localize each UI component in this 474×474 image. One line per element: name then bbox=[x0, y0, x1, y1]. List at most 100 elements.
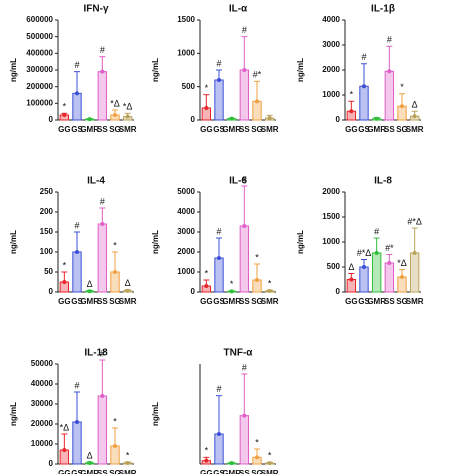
y-tick-label: 100000 bbox=[26, 98, 53, 107]
mean-dot bbox=[100, 222, 105, 226]
mean-dot bbox=[229, 116, 234, 121]
mean-dot bbox=[62, 280, 67, 284]
mean-dot bbox=[87, 117, 92, 122]
x-tick-label: GS bbox=[358, 297, 370, 306]
x-tick-label: SG bbox=[109, 469, 121, 474]
x-tick-label: GG bbox=[58, 297, 70, 306]
x-tick-label: GG bbox=[200, 297, 212, 306]
mean-dot bbox=[62, 448, 67, 452]
significance-mark: * bbox=[126, 450, 130, 460]
mean-dot bbox=[75, 91, 79, 96]
bar bbox=[214, 433, 224, 465]
y-tick-label: 300000 bbox=[26, 65, 53, 74]
x-tick-label: GS bbox=[213, 297, 225, 306]
x-tick-label: GG bbox=[200, 125, 212, 134]
x-tick-label: SMR bbox=[119, 297, 137, 306]
significance-mark: * bbox=[113, 416, 117, 426]
x-tick-label: SS bbox=[384, 297, 395, 306]
significance-mark: #* bbox=[253, 70, 262, 80]
bar bbox=[59, 449, 70, 465]
y-tick-label: 3000 bbox=[177, 227, 195, 236]
panel-title: IL-8 bbox=[374, 176, 392, 187]
bar bbox=[252, 100, 262, 121]
x-tick-label: GMR bbox=[80, 469, 99, 474]
y-tick-label: 0 bbox=[336, 115, 341, 124]
x-tick-label: SMR bbox=[119, 125, 137, 134]
significance-mark: # bbox=[216, 58, 221, 68]
y-tick-label: 0 bbox=[49, 459, 54, 468]
y-tick-label: 50 bbox=[44, 267, 53, 276]
panel-title: IL-α bbox=[229, 4, 248, 15]
significance-mark: # bbox=[374, 226, 379, 236]
significance-mark: * bbox=[63, 260, 67, 270]
mean-dot bbox=[255, 455, 259, 460]
bar bbox=[384, 262, 395, 293]
significance-mark: # bbox=[216, 226, 221, 236]
x-tick-label: GG bbox=[345, 125, 357, 134]
panel-title: IL-4 bbox=[87, 176, 105, 187]
x-tick-label: GMR bbox=[80, 297, 99, 306]
significance-mark: # bbox=[100, 45, 105, 55]
significance-mark: * bbox=[400, 82, 404, 92]
mean-dot bbox=[217, 78, 221, 82]
significance-mark: * bbox=[113, 240, 117, 250]
bar bbox=[409, 252, 420, 293]
bar bbox=[110, 445, 120, 465]
significance-mark: # bbox=[74, 60, 79, 70]
bar bbox=[359, 266, 369, 293]
mean-dot bbox=[217, 256, 221, 260]
y-axis-label: ng/mL bbox=[296, 58, 305, 82]
x-tick-label: GG bbox=[345, 297, 357, 306]
x-tick-label: SG bbox=[251, 469, 263, 474]
significance-mark: Δ bbox=[87, 279, 93, 289]
y-tick-label: 150 bbox=[40, 227, 54, 236]
x-tick-label: SG bbox=[251, 125, 263, 134]
x-tick-label: SMR bbox=[406, 125, 424, 134]
significance-mark: *Δ bbox=[123, 102, 133, 112]
x-tick-label: GMR bbox=[222, 297, 241, 306]
mean-dot bbox=[87, 289, 92, 294]
panel-title: IL-18 bbox=[84, 348, 108, 359]
panel-title: IFN-γ bbox=[84, 4, 109, 15]
y-tick-label: 2000 bbox=[322, 187, 340, 196]
significance-mark: # bbox=[100, 348, 105, 358]
mean-dot bbox=[412, 114, 417, 119]
x-tick-label: GG bbox=[58, 469, 70, 474]
x-tick-label: GMR bbox=[80, 125, 99, 134]
bar bbox=[239, 415, 250, 465]
y-tick-label: 40000 bbox=[31, 379, 54, 388]
mean-dot bbox=[374, 251, 379, 255]
y-tick-label: 400000 bbox=[26, 48, 53, 57]
x-tick-label: GG bbox=[200, 469, 212, 474]
y-tick-label: 0 bbox=[191, 115, 196, 124]
mean-dot bbox=[362, 84, 366, 89]
bar bbox=[110, 271, 120, 293]
y-tick-label: 200 bbox=[40, 207, 54, 216]
mean-dot bbox=[362, 265, 366, 269]
significance-mark: * bbox=[268, 451, 272, 461]
mean-dot bbox=[217, 432, 221, 436]
y-axis-label: ng/mL bbox=[296, 230, 305, 254]
x-tick-label: GMR bbox=[222, 469, 241, 474]
bar bbox=[214, 257, 224, 293]
y-tick-label: 5000 bbox=[177, 187, 195, 196]
y-tick-label: 0 bbox=[336, 287, 341, 296]
x-tick-label: GS bbox=[358, 125, 370, 134]
y-tick-label: 0 bbox=[49, 115, 54, 124]
mean-dot bbox=[242, 413, 247, 418]
significance-mark: # bbox=[387, 35, 392, 45]
bar bbox=[239, 225, 250, 293]
significance-mark: #*Δ bbox=[357, 248, 372, 258]
x-tick-label: SG bbox=[109, 297, 121, 306]
mean-dot bbox=[255, 278, 259, 282]
x-tick-label: SMR bbox=[406, 297, 424, 306]
mean-dot bbox=[125, 114, 130, 119]
significance-mark: # bbox=[100, 196, 105, 206]
mean-dot bbox=[387, 261, 392, 265]
x-tick-label: SS bbox=[239, 125, 250, 134]
mean-dot bbox=[113, 270, 117, 274]
mean-dot bbox=[349, 109, 354, 114]
bar bbox=[239, 69, 250, 121]
significance-mark: # bbox=[216, 384, 221, 394]
